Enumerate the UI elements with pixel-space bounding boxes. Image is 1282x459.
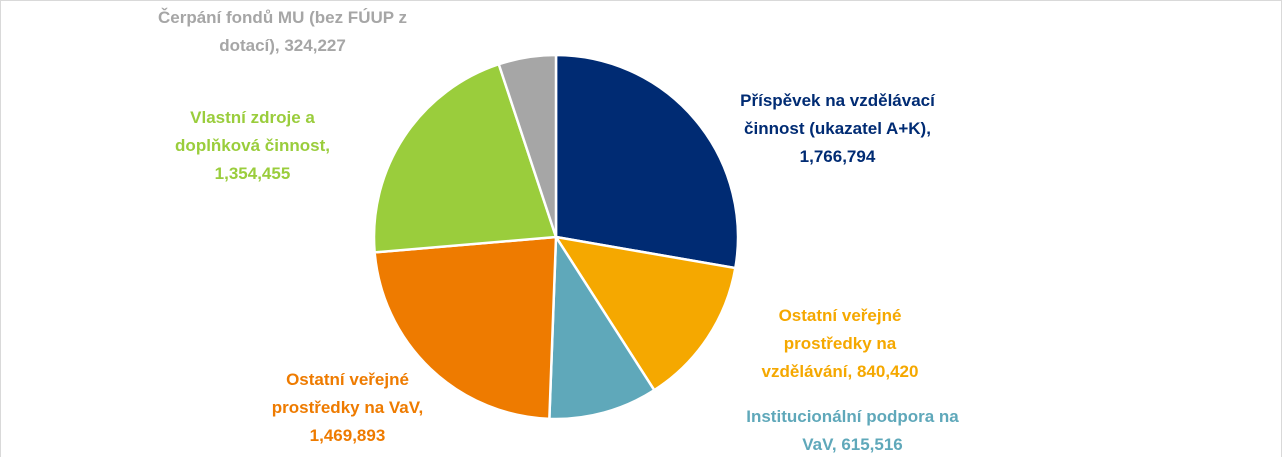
pie-slice — [548, 232, 657, 421]
data-label: Ostatní veřejné prostředky na vzdělávání… — [761, 306, 919, 381]
pie-slice — [373, 235, 558, 421]
data-label: Ostatní veřejné prostředky na VaV, 1,469… — [271, 370, 424, 445]
pie-slice — [553, 235, 737, 392]
data-label: Příspěvek na vzdělávací činnost (ukazate… — [740, 91, 935, 166]
pie-slice — [497, 53, 558, 238]
data-label: Institucionální podpora na VaV, 615,516 — [746, 407, 959, 454]
pie-slice — [554, 53, 740, 270]
data-label: Vlastní zdroje a doplňková činnost, 1,35… — [175, 108, 330, 183]
pie-slice — [372, 62, 558, 254]
data-label: Čerpání fondů MU (bez FÚUP z dotací), 32… — [157, 8, 407, 55]
